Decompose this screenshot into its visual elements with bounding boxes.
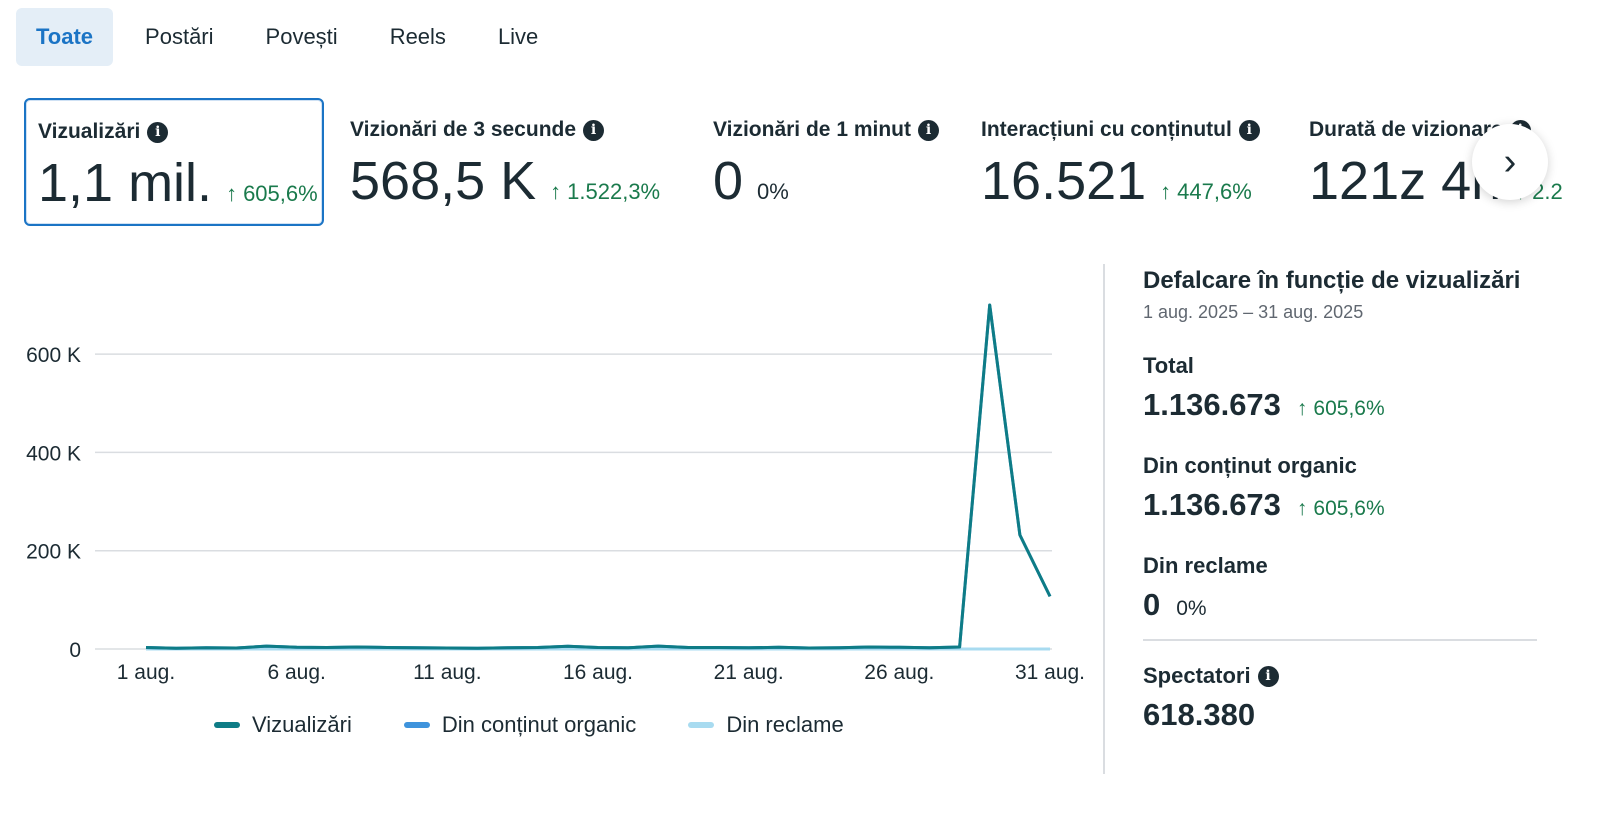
info-icon[interactable]: i	[583, 119, 605, 141]
x-tick-label: 21 aug.	[714, 661, 784, 684]
tab-reels[interactable]: Reels	[389, 24, 446, 49]
y-tick-label: 600 K	[26, 344, 81, 367]
arrow-up-icon: ↑	[550, 179, 562, 204]
panel-title: Defalcare în funcție de vizualizări	[1143, 267, 1521, 294]
views-breakdown-panel: Defalcare în funcție de vizualizări 1 au…	[1143, 262, 1537, 733]
metric-change: ↑ 447,6%	[1160, 179, 1252, 204]
x-tick-label: 16 aug.	[563, 661, 633, 684]
legend-swatch	[403, 722, 430, 728]
views-line-chart: 0 200 K 400 K 600 K 1 aug. 6 aug. 11 aug. 16 a…	[26, 303, 1085, 684]
x-tick-label: 6 aug.	[267, 661, 325, 684]
metric-label-text: Interacțiuni cu conținutul	[981, 118, 1232, 141]
arrow-up-icon: ↑	[1296, 397, 1308, 420]
tab-all[interactable]: Toate	[16, 8, 114, 66]
breakdown-organic: Din conținut organic 1.136.673 ↑ 605,6%	[1143, 453, 1537, 523]
breakdown-label: Spectatori i	[1143, 663, 1537, 689]
metric-value: 1,1 mil.	[38, 153, 213, 213]
breakdown-value: 0	[1143, 587, 1161, 622]
breakdown-label-text: Spectatori	[1143, 663, 1251, 688]
legend-item-views[interactable]: Vizualizări	[214, 712, 352, 738]
series-line-0[interactable]	[145, 303, 1052, 650]
info-icon[interactable]: i	[147, 121, 169, 143]
arrow-up-icon: ↑	[226, 181, 238, 206]
legend-swatch	[214, 722, 240, 728]
y-tick-label: 200 K	[26, 541, 81, 564]
breakdown-value: 1.136.673	[1143, 387, 1281, 422]
breakdown-change: ↑ 605,6%	[1296, 497, 1385, 520]
breakdown-total: Total 1.136.673 ↑ 605,6%	[1143, 353, 1537, 423]
breakdown-value: 1.136.673	[1143, 487, 1281, 522]
arrow-up-icon: ↑	[1296, 497, 1308, 520]
metric-value: 0	[713, 151, 744, 211]
arrow-up-icon: ↑	[1160, 179, 1172, 204]
chart-legend: Vizualizări Din conținut organic Din rec…	[214, 712, 896, 738]
metric-change: ↑ 1.522,3%	[550, 179, 661, 204]
chevron-right-icon: ›	[1503, 140, 1517, 183]
metric-label-text: Vizualizări	[38, 120, 141, 143]
breakdown-label: Total	[1143, 353, 1194, 378]
next-metrics-button[interactable]: ›	[1472, 124, 1548, 200]
legend-label: Din conținut organic	[441, 712, 637, 737]
metric-card-watch-time[interactable]: Durată de vizionare i 121z 4h ↑2.2	[1297, 98, 1600, 226]
legend-swatch	[688, 722, 715, 728]
breakdown-ads: Din reclame 0 0%	[1143, 553, 1537, 623]
breakdown-label: Din reclame	[1143, 553, 1268, 578]
legend-label: Vizualizări	[252, 712, 352, 737]
legend-item-ads[interactable]: Din reclame	[688, 712, 844, 738]
tab-stories[interactable]: Povești	[265, 24, 338, 49]
info-icon[interactable]: i	[1257, 665, 1279, 687]
metric-label-text: Durată de vizionare	[1309, 118, 1503, 141]
metric-change: 0%	[757, 179, 789, 204]
metric-label: Vizualizări i	[38, 116, 310, 148]
metric-change: ↑ 605,6%	[226, 181, 318, 206]
breakdown-value: 618.380	[1143, 697, 1256, 732]
metric-card-views[interactable]: Vizualizări i 1,1 mil. ↑ 605,6%	[24, 98, 324, 226]
y-tick-label: 400 K	[26, 442, 81, 465]
metric-value: 568,5 K	[350, 151, 537, 211]
metric-label-text: Vizionări de 3 secunde	[350, 118, 577, 141]
legend-label: Din reclame	[726, 712, 844, 737]
x-tick-label: 11 aug.	[413, 661, 482, 684]
breakdown-change: 0%	[1176, 597, 1207, 620]
metric-label-text: Vizionări de 1 minut	[713, 118, 911, 141]
tab-posts[interactable]: Postări	[145, 24, 214, 49]
series-line-1[interactable]	[145, 303, 1052, 650]
breakdown-label: Din conținut organic	[1143, 453, 1357, 478]
panel-separator	[1143, 639, 1537, 641]
info-icon[interactable]: i	[917, 119, 939, 141]
x-tick-label: 31 aug.	[1015, 661, 1085, 684]
x-tick-label: 26 aug.	[864, 661, 934, 684]
x-tick-label: 1 aug.	[117, 661, 175, 684]
tab-live[interactable]: Live	[497, 24, 539, 49]
breakdown-change: ↑ 605,6%	[1296, 397, 1385, 420]
legend-item-organic[interactable]: Din conținut organic	[403, 712, 637, 738]
content-type-tabs: Toate Postări Povești Reels Live	[16, 8, 570, 66]
breakdown-viewers: Spectatori i 618.380	[1143, 663, 1537, 733]
metric-card-interactions[interactable]: Interacțiuni cu conținutul i 16.521 ↑ 447…	[969, 98, 1289, 226]
metric-value: 16.521	[981, 151, 1147, 211]
panel-date-range: 1 aug. 2025 – 31 aug. 2025	[1143, 302, 1364, 322]
info-icon[interactable]: i	[1238, 119, 1260, 141]
panel-divider	[1103, 264, 1105, 774]
metric-cards: Vizualizări i 1,1 mil. ↑ 605,6% Vizionări…	[0, 98, 1600, 226]
y-tick-label: 0	[69, 639, 81, 662]
metric-card-3s-views[interactable]: Vizionări de 3 secunde i 568,5 K ↑ 1.522,…	[338, 98, 688, 226]
metric-value: 121z 4h	[1309, 151, 1502, 211]
metric-card-1min-views[interactable]: Vizionări de 1 minut i 0 0%	[701, 98, 961, 226]
